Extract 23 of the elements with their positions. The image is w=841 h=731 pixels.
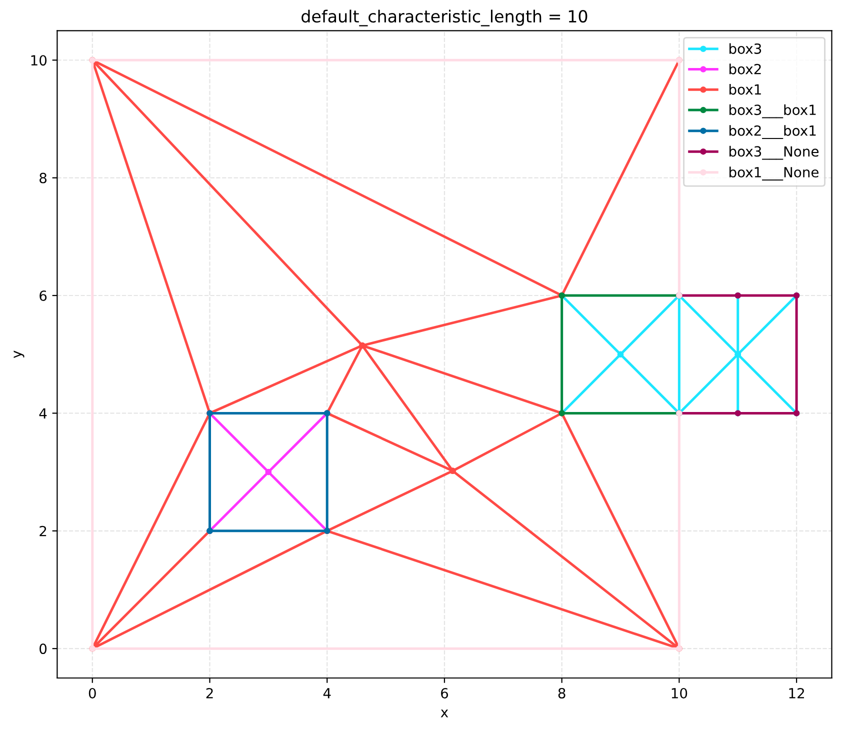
x-tick-label: 0 [88, 688, 96, 698]
legend-label: box3___None [730, 146, 819, 160]
x-axis-title: x [440, 710, 448, 718]
y-axis-title: y [14, 350, 24, 358]
x-tick-label: 12 [789, 688, 804, 698]
x-tick-label: 2 [206, 688, 213, 698]
legend-label: box2___box1 [730, 125, 816, 139]
y-tick-label: 2 [40, 526, 46, 536]
y-tick-label: 0 [40, 644, 47, 654]
legend-label: box2 [730, 64, 761, 74]
x-tick-label: 6 [441, 688, 448, 698]
y-tick-label: 4 [39, 408, 47, 418]
x-tick-label: 8 [558, 688, 566, 698]
chart-title: default_characteristic_length = 10 [302, 10, 588, 26]
legend-label: box3___box1 [730, 104, 816, 118]
y-tick-label: 8 [40, 172, 47, 184]
x-tick-label: 10 [672, 688, 688, 698]
legend-label: box1 [730, 84, 761, 95]
y-tick-label: 6 [40, 290, 47, 301]
y-tick-label: 10 [31, 55, 47, 66]
x-tick-label: 4 [323, 688, 331, 698]
legend-label: box1___None [730, 166, 819, 181]
legend-label: box3 [730, 43, 762, 54]
